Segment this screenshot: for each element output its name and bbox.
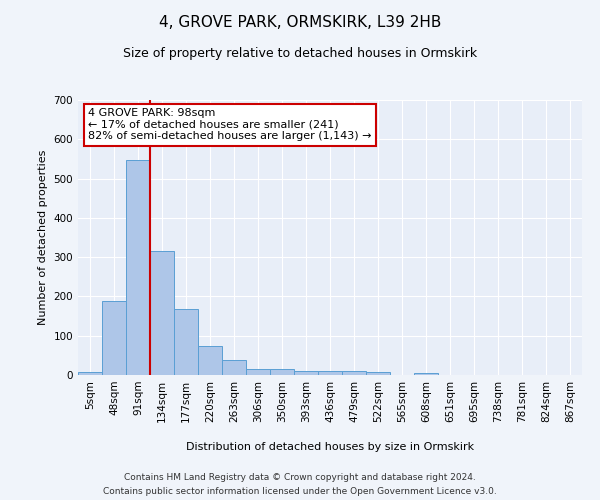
Bar [126, 160, 150, 375]
Text: 4 GROVE PARK: 98sqm
← 17% of detached houses are smaller (241)
82% of semi-detac: 4 GROVE PARK: 98sqm ← 17% of detached ho… [88, 108, 371, 142]
Bar [78, 372, 102, 375]
Bar [318, 371, 342, 375]
Bar [102, 301, 126, 375]
Text: Distribution of detached houses by size in Ormskirk: Distribution of detached houses by size … [186, 442, 474, 452]
Bar [222, 360, 246, 375]
Text: 4, GROVE PARK, ORMSKIRK, L39 2HB: 4, GROVE PARK, ORMSKIRK, L39 2HB [159, 15, 441, 30]
Bar [342, 371, 366, 375]
Bar [270, 369, 294, 375]
Bar [294, 371, 318, 375]
Bar [414, 373, 438, 375]
Bar [174, 309, 198, 375]
Bar [366, 372, 390, 375]
Text: Size of property relative to detached houses in Ormskirk: Size of property relative to detached ho… [123, 48, 477, 60]
Bar [198, 346, 222, 375]
Text: Contains HM Land Registry data © Crown copyright and database right 2024.: Contains HM Land Registry data © Crown c… [124, 472, 476, 482]
Text: Contains public sector information licensed under the Open Government Licence v3: Contains public sector information licen… [103, 488, 497, 496]
Bar [246, 369, 270, 375]
Bar [150, 251, 174, 375]
Y-axis label: Number of detached properties: Number of detached properties [38, 150, 48, 325]
